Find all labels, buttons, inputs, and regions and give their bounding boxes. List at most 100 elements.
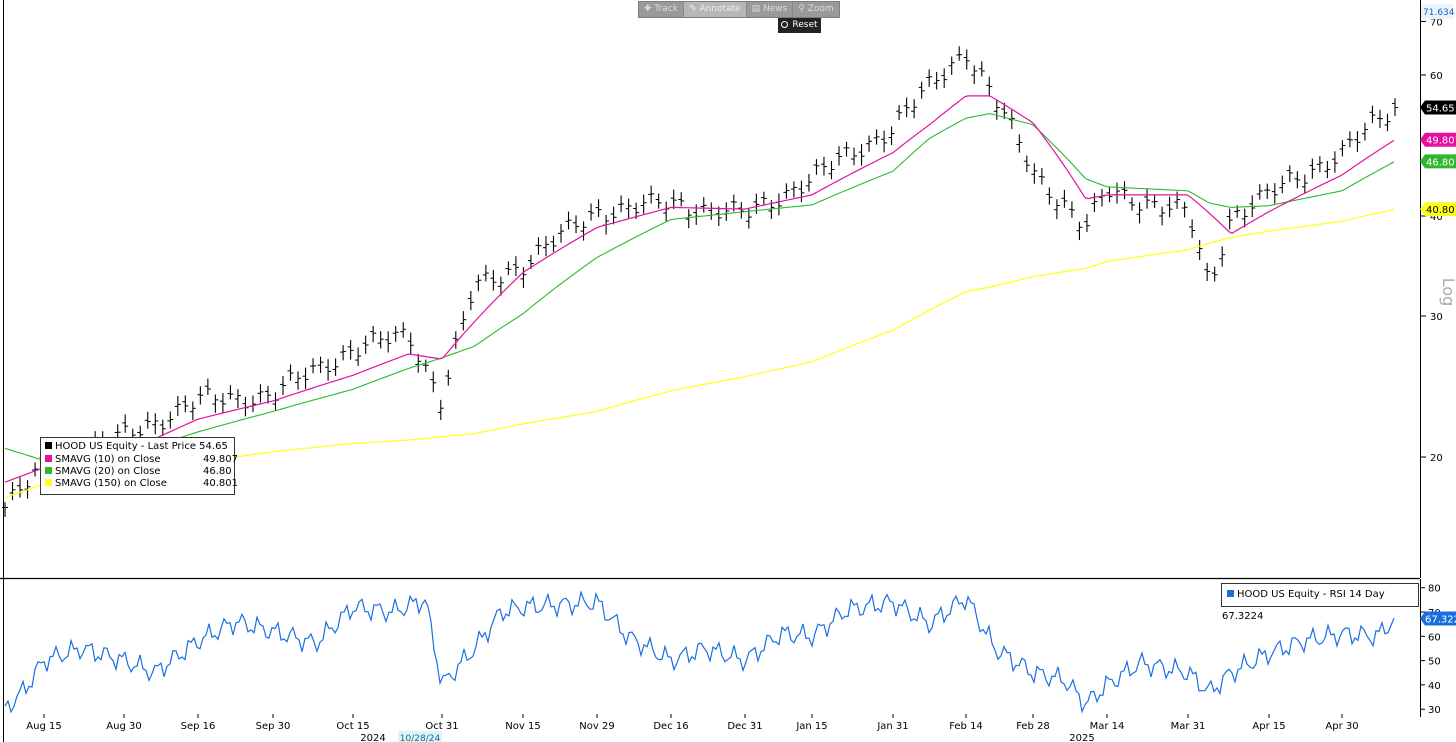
zoom-button[interactable]: ⚲ Zoom — [798, 4, 834, 14]
price-bar — [332, 358, 339, 376]
price-bar — [1144, 188, 1151, 209]
price-bar — [32, 462, 39, 477]
price-bar — [678, 192, 685, 207]
price-bar — [505, 261, 512, 276]
price-bar — [896, 105, 903, 121]
price-bar — [881, 130, 888, 153]
price-bar — [1061, 189, 1068, 208]
rsi-value-tag: 67.322 — [1420, 611, 1456, 626]
cursor-date-tag — [398, 731, 442, 742]
rsi-value-tag-text: 67.322 — [1425, 615, 1456, 626]
axis-value-tag-bg — [1420, 132, 1456, 147]
log-scale-label: Log — [1439, 278, 1456, 307]
price-bar — [595, 199, 602, 217]
axis-value-tag-bg — [1420, 100, 1456, 115]
price-bar — [873, 129, 880, 145]
price-bar — [558, 223, 564, 243]
price-bar — [475, 274, 482, 292]
news-button[interactable]: ▤ News — [747, 2, 794, 17]
price-bar — [685, 209, 692, 229]
rsi-line — [4, 590, 1395, 714]
price-bar — [580, 221, 587, 241]
price-bar — [1016, 134, 1023, 153]
rsi-legend[interactable]: HOOD US Equity - RSI 14 Day 67.3224 — [1221, 583, 1419, 622]
price-bar — [738, 202, 745, 219]
axis-value-tag: 54.65 — [1420, 100, 1456, 115]
price-bar — [1166, 196, 1173, 218]
legend-swatch — [45, 442, 52, 449]
legend-swatch — [45, 479, 52, 486]
price-bar — [355, 347, 362, 366]
price-bar — [1076, 221, 1083, 241]
price-bar — [174, 395, 181, 416]
x-tick-label: Nov 29 — [579, 721, 614, 732]
price-bar — [843, 141, 850, 157]
price-bar — [1046, 187, 1053, 205]
price-bar — [122, 414, 129, 433]
price-bar — [618, 195, 625, 213]
plus-icon: ✚ — [644, 4, 655, 14]
price-bar — [310, 358, 317, 374]
x-tick-label: Oct 31 — [425, 721, 458, 732]
price-tick-label: 20 — [1430, 453, 1443, 464]
price-bar — [1226, 208, 1233, 230]
price-bar — [167, 411, 174, 429]
price-bar — [152, 413, 159, 435]
price-bar — [1361, 122, 1368, 141]
price-bar — [182, 395, 189, 413]
series-line-1 — [4, 95, 1395, 483]
price-bar — [9, 481, 16, 501]
price-bar — [1211, 266, 1218, 282]
price-tick-label: 30 — [1430, 312, 1443, 323]
annotate-button[interactable]: ✎ Annotate — [683, 2, 747, 17]
price-bar — [1309, 158, 1316, 179]
rsi-tick-label: 30 — [1428, 705, 1441, 716]
price-bar — [918, 81, 925, 99]
price-bar — [783, 183, 790, 199]
price-bar — [234, 389, 241, 409]
price-bar — [565, 211, 572, 230]
price-bar — [377, 331, 384, 349]
price-bar — [219, 393, 226, 413]
track-button[interactable]: ✚ Track — [639, 2, 684, 17]
price-bar — [760, 191, 767, 206]
reset-button[interactable]: Reset — [778, 18, 821, 33]
price-bar — [1264, 183, 1271, 200]
price-bar — [520, 267, 527, 288]
price-bar — [189, 401, 196, 421]
price-bar — [1286, 165, 1293, 183]
price-bar — [370, 325, 377, 343]
price-bar — [437, 399, 444, 421]
rsi-tick-label: 40 — [1428, 681, 1441, 692]
price-bar — [956, 46, 963, 61]
price-bar — [542, 236, 549, 257]
price-tick-label: 70 — [1430, 17, 1443, 28]
price-bar — [700, 197, 707, 213]
legend-item: SMAVG (20) on Close 46.80 — [45, 466, 234, 478]
series-lines — [4, 95, 1395, 499]
year-label: 2025 — [1069, 733, 1094, 742]
price-bar — [986, 76, 993, 96]
price-bar — [415, 353, 422, 373]
x-tick-label: Dec 16 — [653, 721, 688, 732]
price-bar — [197, 386, 204, 405]
price-bar — [836, 146, 842, 166]
price-bar — [1301, 174, 1308, 194]
legend-item: HOOD US Equity - Last Price 54.65 — [45, 441, 228, 453]
x-tick-label: Jan 31 — [876, 721, 908, 732]
price-bar — [573, 215, 580, 234]
price-bar — [941, 68, 948, 89]
axis-value-tag: 49.807 — [1420, 132, 1456, 147]
chart-legend[interactable]: HOOD US Equity - Last Price 54.65 SMAVG … — [40, 437, 238, 495]
price-tick-label: 60 — [1430, 71, 1443, 82]
price-bar — [159, 419, 166, 436]
x-tick-label: Nov 15 — [505, 721, 540, 732]
price-bar — [1031, 163, 1038, 184]
price-bar — [1023, 155, 1030, 173]
x-tick-label: Sep 16 — [181, 721, 216, 732]
price-bar — [1384, 113, 1391, 132]
price-bar — [460, 311, 467, 331]
price-bar — [1129, 197, 1136, 211]
magnifier-icon: ⚲ — [798, 4, 808, 14]
